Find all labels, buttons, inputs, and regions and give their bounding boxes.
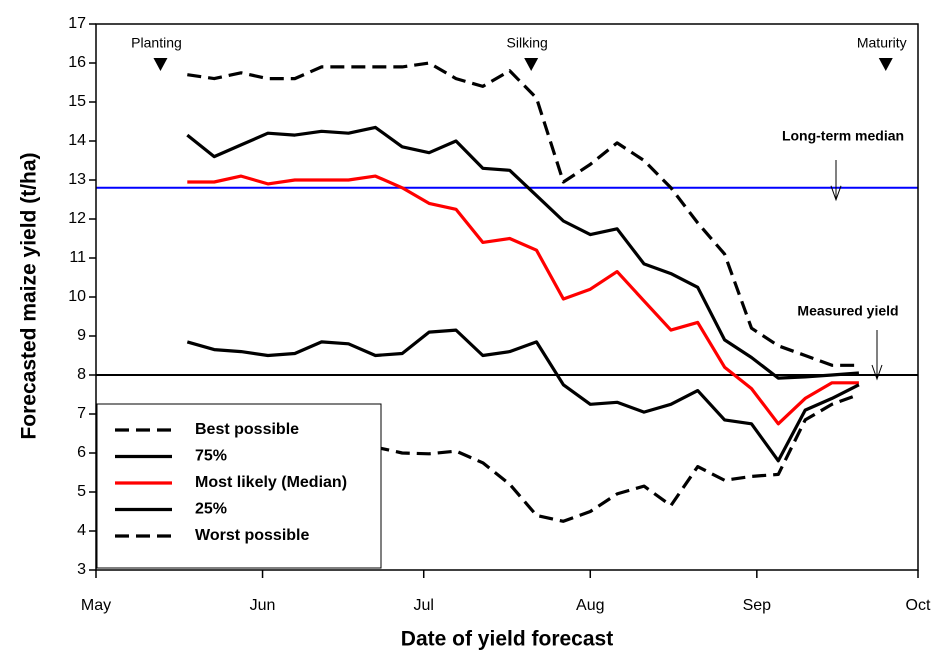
y-tick-label: 17: [68, 15, 86, 32]
y-tick-label: 16: [68, 54, 86, 71]
legend-label: Most likely (Median): [195, 474, 347, 491]
event-label: Silking: [507, 35, 548, 51]
series-line: [186, 125, 860, 380]
legend: Best possible 75% Most likely (Median) 25% W…: [96, 403, 382, 569]
x-tick-label: Jun: [250, 597, 276, 614]
y-tick-label: 4: [77, 522, 86, 539]
y-tick-label: 6: [77, 444, 86, 461]
series-line: [187, 61, 859, 367]
event-marker: [878, 58, 893, 71]
legend-label: 25%: [195, 501, 227, 518]
event-label: Maturity: [857, 35, 907, 51]
y-tick-label: 15: [68, 93, 86, 110]
series-line: [187, 174, 859, 426]
arrow: [830, 160, 842, 202]
legend-label: 75%: [195, 448, 227, 465]
x-axis-label: Date of yield forecast: [401, 628, 613, 651]
legend-label: Worst possible: [195, 527, 309, 544]
event-marker: [153, 58, 168, 71]
event-marker: [524, 58, 539, 71]
series-line: [186, 328, 860, 463]
x-tick-label: Sep: [743, 597, 772, 614]
plot-frame: [95, 23, 919, 571]
y-tick-label: 7: [77, 405, 86, 422]
event-label: Planting: [131, 35, 182, 51]
x-tick-label: Aug: [576, 597, 604, 614]
x-tick-label: Jul: [413, 597, 433, 614]
y-tick-label: 5: [77, 483, 86, 500]
x-tick-label: Oct: [906, 597, 931, 614]
y-tick-label: 11: [69, 249, 86, 266]
reference-label: Long-term median: [782, 128, 904, 144]
y-tick-label: 12: [68, 210, 86, 227]
arrow: [871, 330, 883, 381]
series-line: [375, 392, 860, 523]
y-tick-label: 8: [77, 366, 86, 383]
y-tick-label: 3: [77, 561, 86, 578]
x-tick-label: May: [81, 597, 111, 614]
y-axis-label: Forecasted maize yield (t/ha): [18, 152, 41, 439]
y-tick-label: 13: [68, 171, 86, 188]
reference-label: Measured yield: [797, 303, 898, 319]
legend-label: Best possible: [195, 421, 299, 438]
y-tick-label: 14: [68, 132, 86, 149]
y-tick-label: 10: [68, 288, 86, 305]
y-tick-label: 9: [77, 327, 86, 344]
